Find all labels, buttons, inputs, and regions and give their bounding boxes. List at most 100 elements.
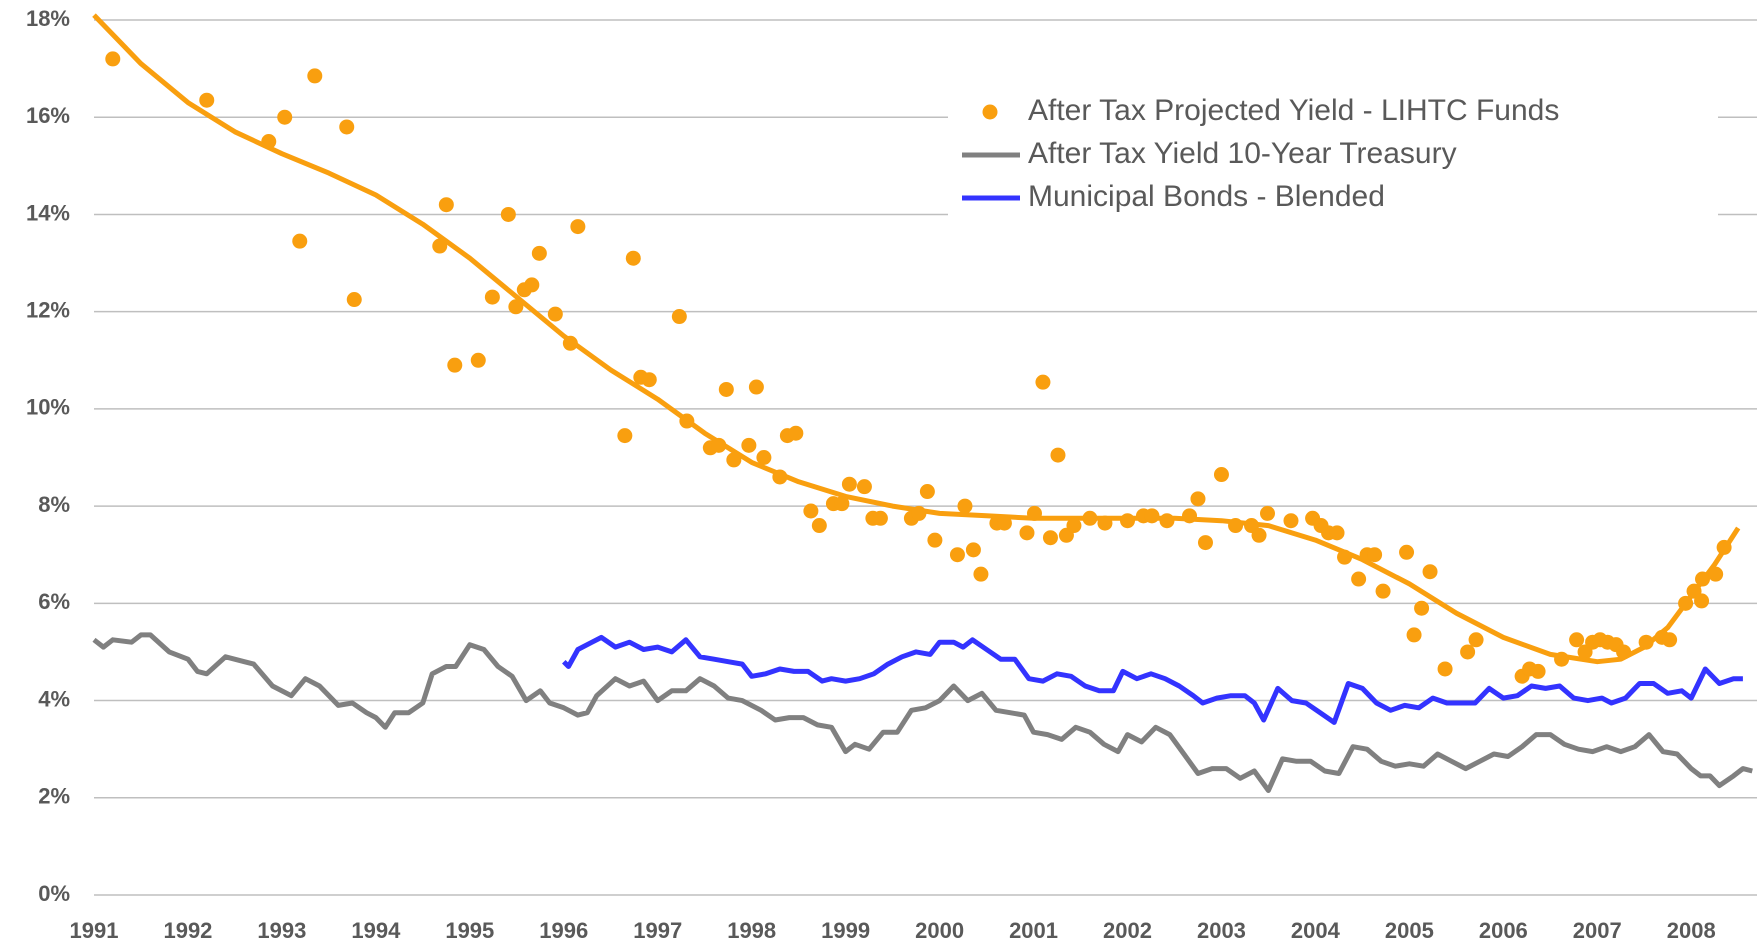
x-tick-label: 1997 [633, 918, 682, 943]
data-point [524, 277, 540, 293]
data-point [679, 413, 695, 429]
data-point [1337, 549, 1353, 565]
data-point [1694, 593, 1710, 609]
data-point [1329, 525, 1345, 541]
data-point [911, 505, 927, 521]
data-point [1197, 535, 1213, 551]
x-tick-label: 1994 [351, 918, 401, 943]
data-point [625, 250, 641, 266]
data-point [1190, 491, 1206, 507]
data-point [1283, 513, 1299, 529]
data-point [949, 547, 965, 563]
x-tick-label: 1998 [727, 918, 776, 943]
data-point [1097, 515, 1113, 531]
data-point [1638, 634, 1654, 650]
data-point [617, 428, 633, 444]
x-tick-label: 1993 [257, 918, 306, 943]
data-point [438, 197, 454, 213]
data-point [1035, 374, 1051, 390]
data-point [1695, 571, 1711, 587]
data-point [641, 372, 657, 388]
data-point [973, 566, 989, 582]
data-line [92, 632, 1753, 793]
data-point [748, 379, 764, 395]
data-point [1228, 518, 1244, 534]
data-point [741, 437, 757, 453]
data-point [1082, 510, 1098, 526]
data-point [996, 515, 1012, 531]
data-point [1530, 663, 1546, 679]
data-point [772, 469, 788, 485]
x-tick-label: 2008 [1667, 918, 1716, 943]
data-point [1422, 564, 1438, 580]
x-tick-label: 1992 [163, 918, 212, 943]
data-point [919, 484, 935, 500]
legend-marker [982, 104, 998, 120]
x-tick-label: 2002 [1103, 918, 1152, 943]
data-point [856, 479, 872, 495]
y-tick-label: 18% [26, 6, 70, 31]
data-point [1678, 595, 1694, 611]
data-point [788, 425, 804, 441]
data-point [1019, 525, 1035, 541]
data-point [726, 452, 742, 468]
legend-box [948, 78, 1718, 218]
x-tick-label: 1999 [821, 918, 870, 943]
data-point [1554, 651, 1570, 667]
y-tick-label: 14% [26, 200, 70, 225]
data-point [1259, 505, 1275, 521]
data-point [1414, 600, 1430, 616]
data-point [1662, 632, 1678, 648]
data-point [562, 335, 578, 351]
data-point [927, 532, 943, 548]
data-point [841, 476, 857, 492]
x-tick-label: 1995 [445, 918, 494, 943]
x-tick-label: 2000 [915, 918, 964, 943]
data-point [307, 68, 323, 84]
x-tick-label: 2006 [1479, 918, 1528, 943]
x-tick-label: 1991 [70, 918, 119, 943]
data-point [508, 299, 524, 315]
data-point [1708, 566, 1724, 582]
x-tick-label: 2003 [1197, 918, 1246, 943]
y-tick-label: 6% [38, 589, 70, 614]
data-point [834, 496, 850, 512]
data-point [803, 503, 819, 519]
y-tick-label: 4% [38, 686, 70, 711]
x-tick-label: 2007 [1573, 918, 1622, 943]
legend-label: After Tax Yield 10-Year Treasury [1028, 137, 1457, 170]
data-point [671, 309, 687, 325]
data-point [432, 238, 448, 254]
data-point [1616, 644, 1632, 660]
y-tick-label: 16% [26, 103, 70, 128]
data-point [447, 357, 463, 373]
legend-label: Municipal Bonds - Blended [1028, 180, 1385, 213]
data-point [292, 233, 308, 249]
data-line [562, 634, 1743, 725]
data-point [1460, 644, 1476, 660]
x-tick-label: 1996 [539, 918, 588, 943]
data-point [811, 518, 827, 534]
data-point [1050, 447, 1066, 463]
y-tick-label: 8% [38, 492, 70, 517]
data-point [1569, 632, 1585, 648]
data-point [1375, 583, 1391, 599]
data-point [1213, 467, 1229, 483]
data-point [1120, 513, 1136, 529]
data-point [1042, 530, 1058, 546]
data-point [570, 219, 586, 235]
data-point [1437, 661, 1453, 677]
trend-line [92, 13, 1741, 665]
data-point [1066, 518, 1082, 534]
data-point [470, 352, 486, 368]
data-point [1159, 513, 1175, 529]
x-tick-label: 2004 [1291, 918, 1341, 943]
data-point [199, 92, 215, 108]
data-point [756, 450, 772, 465]
data-point [1367, 547, 1383, 563]
data-point [1144, 508, 1160, 524]
data-point [718, 381, 734, 397]
data-point [1351, 571, 1367, 587]
data-point [547, 306, 563, 322]
